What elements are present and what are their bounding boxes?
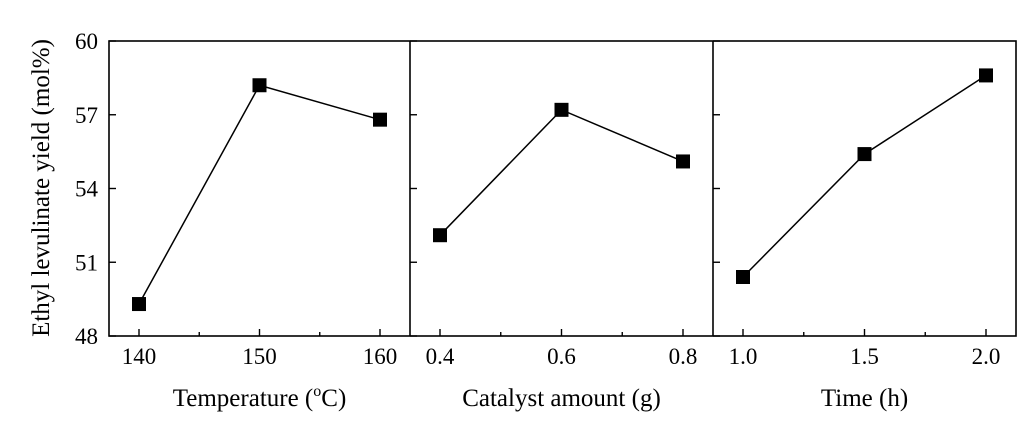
data-point <box>857 147 872 162</box>
y-tick-label: 57 <box>75 103 98 128</box>
data-point <box>736 270 750 284</box>
series-line <box>439 108 684 236</box>
data-point <box>433 228 447 243</box>
x-tick-label: 0.4 <box>426 344 455 369</box>
y-tick-label: 51 <box>75 250 98 275</box>
panel-3: 1.0 1.5 2.0 Time (h) <box>729 68 1001 412</box>
x-axis-title: Temperature (oC) <box>173 383 347 412</box>
plot-frame <box>108 40 1017 337</box>
y-axis: 48 51 54 57 60 <box>75 29 720 349</box>
data-point <box>676 154 690 169</box>
data-point <box>554 102 569 117</box>
y-tick-label: 54 <box>75 177 99 202</box>
panel-2: 0.4 0.6 0.8 Catalyst amount (g) <box>426 102 698 412</box>
x-tick-label: 150 <box>242 344 277 369</box>
x-tick-label: 140 <box>122 344 157 369</box>
data-point <box>979 68 993 83</box>
data-point <box>252 78 267 93</box>
panel-1: 140 150 160 Temperature (oC) <box>122 78 398 412</box>
x-tick-label: 1.5 <box>850 344 879 369</box>
x-tick-label: 1.0 <box>729 344 758 369</box>
x-tick-label: 2.0 <box>972 344 1001 369</box>
series-line <box>742 74 987 278</box>
x-tick-label: 0.8 <box>669 344 698 369</box>
y-tick-label: 60 <box>75 29 98 54</box>
data-point <box>132 297 146 312</box>
x-tick-label: 0.6 <box>547 344 576 369</box>
x-tick-label: 160 <box>363 344 398 369</box>
data-point <box>373 112 387 127</box>
panels: 140 150 160 Temperature (oC) 0.4 0.6 0.8 Cataly… <box>122 68 1001 412</box>
y-axis-title: Ethyl levulinate yield (mol%) <box>28 39 55 337</box>
x-axis-title: Time (h) <box>821 385 908 412</box>
y-tick-label: 48 <box>75 324 98 349</box>
series-line <box>138 84 381 305</box>
x-axis-title: Catalyst amount (g) <box>462 385 661 412</box>
